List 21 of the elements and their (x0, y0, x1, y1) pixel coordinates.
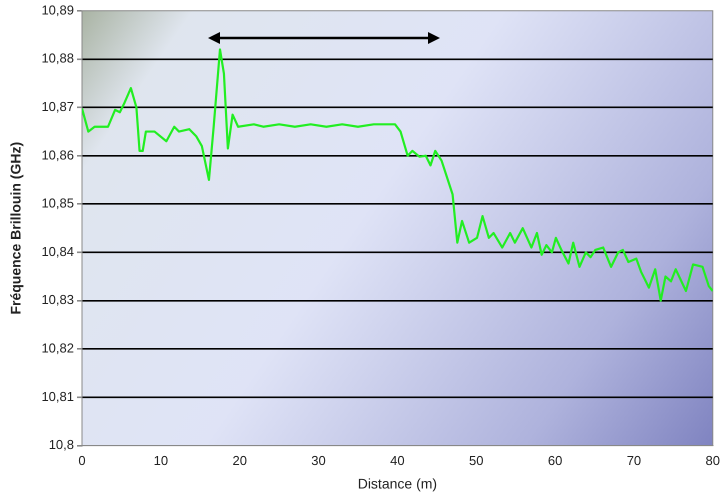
x-tick-label: 0 (78, 452, 86, 468)
x-tick-label: 10 (154, 452, 168, 468)
x-axis-title: Distance (m) (358, 475, 438, 492)
y-tick-label: 10,86 (41, 147, 74, 162)
x-tick-label: 60 (548, 452, 562, 468)
y-tick-label: 10,82 (41, 340, 74, 356)
x-tick-label: 70 (626, 452, 642, 468)
y-tick-label: 10,87 (41, 99, 74, 114)
y-tick-label: 10,88 (41, 50, 74, 66)
x-tick-label: 50 (468, 452, 484, 468)
y-tick-label: 10,89 (41, 2, 74, 18)
x-tick-label: 20 (232, 452, 247, 468)
y-tick-label: 10,83 (41, 292, 74, 308)
x-tick-label: 40 (390, 452, 405, 468)
y-tick-label: 10,81 (41, 388, 74, 404)
y-tick-label: 10,84 (41, 244, 74, 259)
x-tick-label: 30 (311, 452, 326, 468)
x-tick-label: 80 (706, 452, 720, 468)
y-axis-title: Fréquence Brillouin (GHz) (7, 142, 24, 315)
y-tick-label: 10,85 (41, 196, 74, 211)
y-tick-label: 10,8 (48, 437, 74, 452)
